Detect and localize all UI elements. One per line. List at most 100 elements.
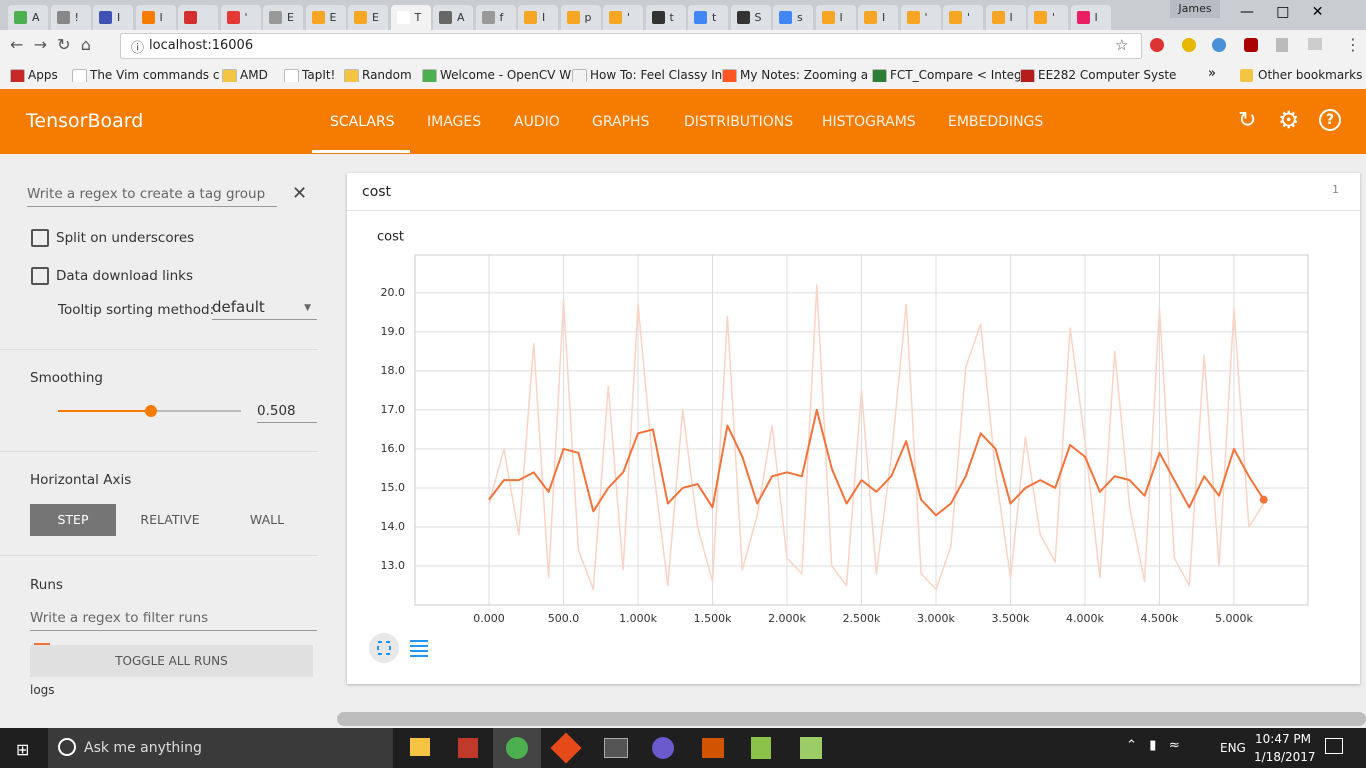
clock-date[interactable]: 1/18/2017 xyxy=(1254,750,1316,764)
download-checkbox[interactable] xyxy=(31,267,49,285)
tab-title: I xyxy=(882,11,886,24)
browser-tab[interactable]: f xyxy=(475,5,516,30)
extension-icon[interactable] xyxy=(1150,38,1164,52)
tooltip-select[interactable]: default ▼ xyxy=(212,298,317,320)
axis-option[interactable]: RELATIVE xyxy=(140,512,200,527)
bookmark[interactable]: The Vim commands c xyxy=(72,68,219,82)
tab-title: ' xyxy=(1052,11,1056,24)
chart-card: cost 1 cost 13.0 14.0 15.0 16.0 17.0 18.0 19.0… xyxy=(347,173,1360,684)
clear-button[interactable]: ✕ xyxy=(292,183,308,204)
menu-icon[interactable]: ⋮ xyxy=(1345,35,1361,54)
bookmark[interactable]: How To: Feel Classy In xyxy=(572,68,722,82)
app-icon[interactable] xyxy=(550,732,582,764)
app-icon[interactable] xyxy=(800,737,822,759)
bookmark[interactable]: FCT_Compare < Integ xyxy=(872,68,1022,82)
browser-tab[interactable]: E xyxy=(305,5,346,30)
browser-tab[interactable]: t xyxy=(688,5,728,30)
browser-tab[interactable]: I xyxy=(135,5,176,30)
nav-tab[interactable]: SCALARS xyxy=(330,114,395,130)
nav-tab[interactable]: HISTOGRAMS xyxy=(822,114,916,130)
tag-regex-input[interactable]: Write a regex to create a tag group xyxy=(27,186,277,207)
user-name[interactable]: James xyxy=(1170,0,1220,18)
app-icon[interactable] xyxy=(652,737,674,759)
nav-tab[interactable]: AUDIO xyxy=(514,114,560,130)
browser-tab[interactable]: T xyxy=(390,5,431,30)
browser-tab[interactable]: ' xyxy=(220,5,261,30)
bookmark[interactable]: My Notes: Zooming a xyxy=(722,68,868,82)
nav-tab[interactable]: EMBEDDINGS xyxy=(948,114,1044,130)
axis-option[interactable]: STEP xyxy=(30,504,116,536)
bookmark[interactable]: Random xyxy=(344,68,412,82)
bookmark[interactable]: Welcome - OpenCV W xyxy=(422,68,571,82)
search-box[interactable]: Ask me anything xyxy=(48,728,393,768)
browser-tab[interactable]: A xyxy=(433,5,473,30)
series-toggle-icon[interactable] xyxy=(410,640,428,657)
toggle-runs-button[interactable]: TOGGLE ALL RUNS xyxy=(30,645,313,677)
browser-tab[interactable]: E xyxy=(348,5,388,30)
window-controls[interactable]: — □ ✕ xyxy=(1240,4,1324,20)
nav-buttons[interactable]: ← → ↻ ⌂ xyxy=(10,35,91,54)
browser-tab[interactable]: t xyxy=(645,5,686,30)
bookmark[interactable]: TapIt! xyxy=(284,68,335,82)
slider-thumb[interactable] xyxy=(145,405,157,417)
browser-tab[interactable]: s xyxy=(773,5,813,30)
address-bar[interactable]: ⓘ localhost:16006 ☆ xyxy=(120,33,1142,59)
search-icon xyxy=(58,738,76,756)
other-bookmarks[interactable]: Other bookmarks xyxy=(1240,68,1362,82)
smoothing-input[interactable]: 0.508 xyxy=(257,403,317,423)
slider-track-active xyxy=(58,410,151,412)
app-icon[interactable] xyxy=(751,737,771,759)
browser-tab[interactable]: ' xyxy=(900,5,941,30)
extension-icon[interactable] xyxy=(1276,38,1288,52)
nav-tab[interactable]: IMAGES xyxy=(427,114,482,130)
app-icon[interactable] xyxy=(410,738,430,756)
browser-tab[interactable]: I xyxy=(1070,5,1111,30)
scrollbar[interactable] xyxy=(337,712,1366,726)
settings-icon[interactable]: ⚙ xyxy=(1278,106,1300,134)
nav-tab[interactable]: GRAPHS xyxy=(592,114,650,130)
active-app[interactable] xyxy=(493,728,541,768)
extension-icon[interactable] xyxy=(1308,38,1322,50)
language[interactable]: ENG xyxy=(1220,741,1246,755)
extension-icon[interactable] xyxy=(1244,38,1258,52)
clock-time[interactable]: 10:47 PM xyxy=(1255,732,1311,746)
split-checkbox[interactable] xyxy=(31,229,49,247)
app-icon[interactable] xyxy=(458,738,478,758)
tab-icon xyxy=(1034,11,1047,24)
help-icon[interactable]: ? xyxy=(1319,109,1341,131)
bookmarks-overflow[interactable]: » xyxy=(1208,66,1216,81)
browser-tab[interactable]: ! xyxy=(50,5,91,30)
other-bookmarks-label: Other bookmarks xyxy=(1258,68,1363,82)
bookmark[interactable]: AMD xyxy=(222,68,268,82)
bookmark[interactable]: EE282 Computer Syste xyxy=(1020,68,1176,82)
app-icon[interactable] xyxy=(604,738,628,758)
browser-tab[interactable]: ' xyxy=(603,5,643,30)
browser-tab[interactable]: E xyxy=(263,5,303,30)
browser-tab[interactable]: S xyxy=(730,5,771,30)
extension-icon[interactable] xyxy=(1182,38,1196,52)
browser-tab[interactable]: ' xyxy=(943,5,983,30)
browser-tab[interactable]: I xyxy=(858,5,898,30)
browser-tab[interactable] xyxy=(178,5,218,30)
browser-tab[interactable]: p xyxy=(560,5,601,30)
browser-tab[interactable]: I xyxy=(815,5,856,30)
browser-tab[interactable]: ' xyxy=(1028,5,1068,30)
runs-regex-input[interactable]: Write a regex to filter runs xyxy=(30,610,317,631)
bookmark-icon xyxy=(284,69,299,82)
browser-tab[interactable]: I xyxy=(985,5,1026,30)
app-icon[interactable] xyxy=(702,738,724,758)
notifications[interactable] xyxy=(1325,738,1343,754)
axis-option[interactable]: WALL xyxy=(249,512,285,527)
browser-tab[interactable]: A xyxy=(8,5,48,30)
star-icon[interactable]: ☆ xyxy=(1115,36,1129,54)
nav-tab[interactable]: DISTRIBUTIONS xyxy=(684,114,794,130)
bookmark[interactable]: Apps xyxy=(10,68,58,82)
tray-icons[interactable]: ⌃ ▮ ≈ xyxy=(1126,738,1180,753)
browser-tab[interactable]: I xyxy=(93,5,133,30)
browser-tab[interactable]: I xyxy=(518,5,558,30)
start-button[interactable]: ⊞ xyxy=(16,740,30,759)
bookmark-label: Welcome - OpenCV W xyxy=(440,68,572,82)
fullscreen-button[interactable] xyxy=(369,633,399,663)
extension-icon[interactable] xyxy=(1212,38,1226,52)
reload-icon[interactable]: ↻ xyxy=(1238,108,1257,133)
